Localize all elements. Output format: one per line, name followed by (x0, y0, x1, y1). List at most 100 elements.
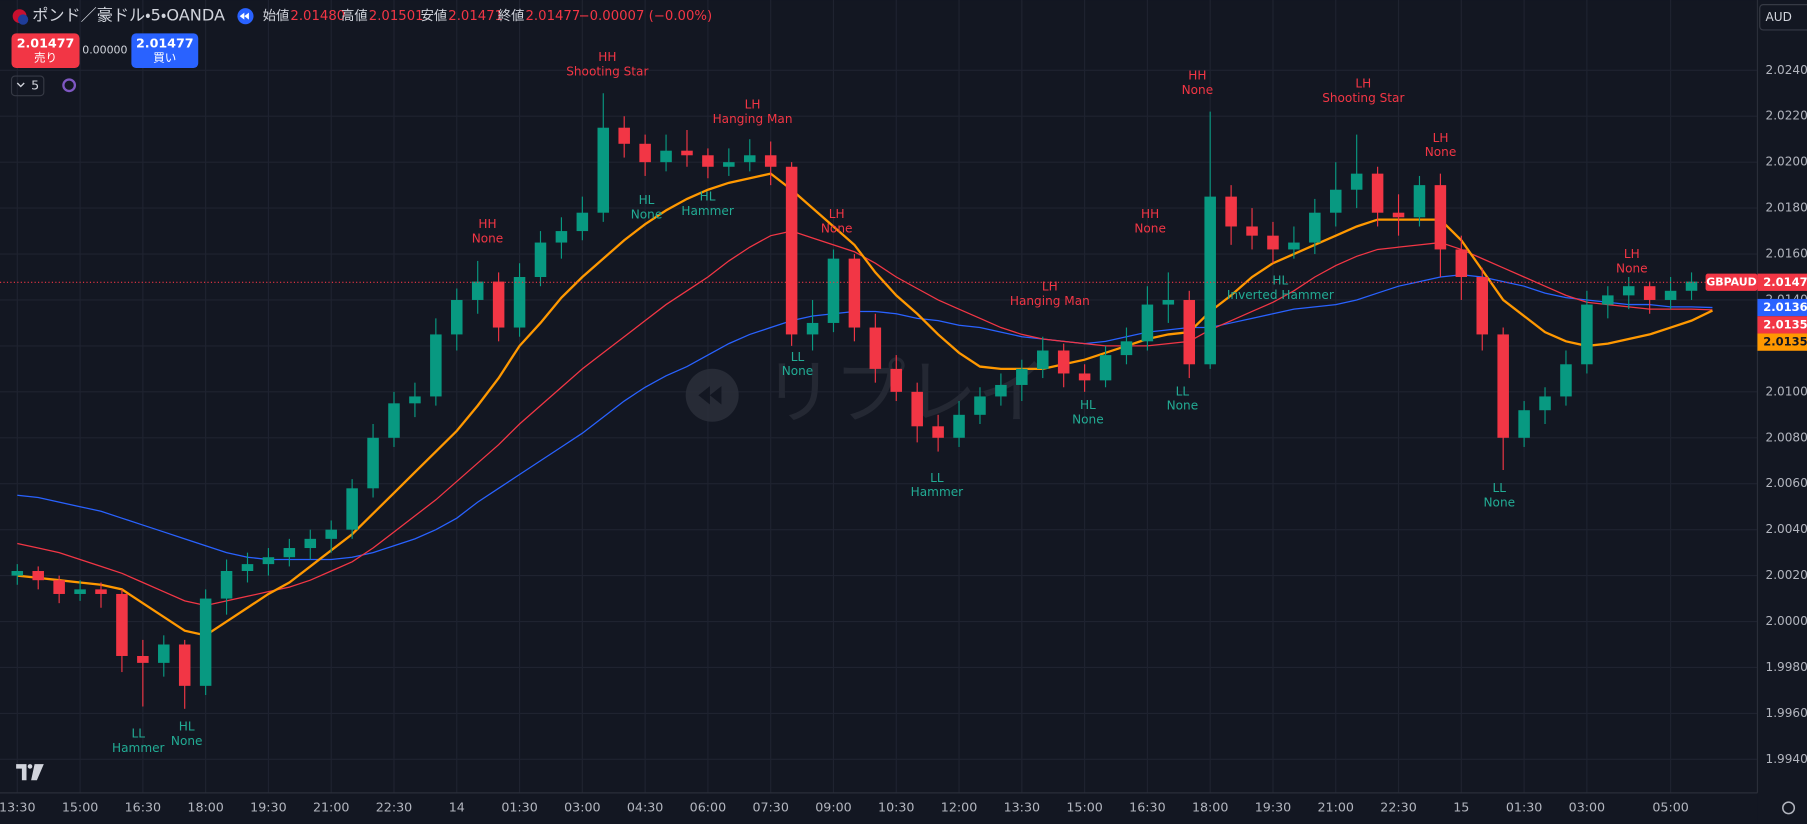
candle-body (1183, 299, 1196, 365)
sell-label[interactable]: 売り (34, 51, 57, 65)
ohlc-label: 高値 (341, 7, 368, 24)
interval-value[interactable]: 5 (31, 77, 39, 92)
candle-body (158, 644, 170, 663)
candle-body (1434, 185, 1447, 250)
candle-body (1016, 368, 1028, 385)
y-tick-label: 1.99400 (1766, 752, 1807, 766)
buy-button-bg[interactable] (131, 33, 199, 69)
candle-body (388, 403, 400, 438)
x-tick-label: 09:00 (815, 799, 851, 814)
pattern-label: Inverted Hammer (1227, 288, 1334, 302)
x-tick-label: 18:00 (187, 799, 223, 814)
buy-button[interactable]: 2.01477 買い (131, 33, 199, 69)
x-tick-label: 22:30 (376, 799, 412, 814)
pattern-label: None (1425, 145, 1457, 159)
candle-body (869, 327, 882, 369)
buy-label[interactable]: 買い (153, 51, 176, 65)
symbol-label: GBPAUD (1706, 275, 1756, 288)
plot-area (0, 93, 1758, 709)
y-tick-label: 1.99600 (1766, 706, 1807, 720)
candle-body (534, 242, 547, 278)
candle-body (911, 391, 923, 427)
candle-body (1497, 334, 1509, 438)
x-tick-label: 22:30 (1380, 799, 1416, 814)
candle-body (1413, 185, 1426, 218)
chevron-icon[interactable] (16, 82, 25, 88)
sell-button-bg[interactable] (11, 33, 80, 69)
candle-body (178, 644, 191, 686)
swing-label: LL (132, 727, 146, 741)
candle-body (785, 166, 798, 335)
candle-body (1560, 364, 1572, 397)
x-tick-label: 13:30 (1004, 799, 1040, 814)
y-tick-label: 2.00400 (1766, 522, 1807, 536)
time-axis (0, 792, 1758, 824)
pattern-label: None (1167, 399, 1199, 413)
candle-body (430, 334, 442, 397)
swing-label: LH (829, 207, 845, 221)
interval-box[interactable] (10, 75, 45, 97)
interval-control[interactable]: 5 (10, 75, 45, 97)
ohlc-label: 安値 (421, 8, 448, 24)
x-tick-label: 07:30 (752, 799, 788, 814)
candle-body (1518, 410, 1530, 438)
sell-button[interactable]: 2.01477 売り (11, 33, 80, 69)
candle-body (953, 414, 965, 438)
currency[interactable]: AUD (1766, 10, 1792, 24)
currency-selector[interactable]: AUD (1759, 4, 1807, 31)
candle-body (1078, 373, 1091, 381)
swing-label: LH (1624, 247, 1640, 261)
x-tick-label: 01:30 (501, 799, 537, 814)
candle-body (1162, 299, 1175, 305)
y-tick-label: 1.99800 (1766, 660, 1807, 674)
x-tick-label: 01:30 (1506, 799, 1542, 814)
candle-body (513, 277, 526, 328)
candle-body (1455, 249, 1468, 278)
swing-label: HL (1080, 398, 1096, 412)
line-value-badge (1757, 298, 1807, 317)
candle-body (116, 593, 128, 656)
y-tick-label: 2.00200 (1766, 568, 1807, 582)
candle-body (597, 127, 610, 213)
candle-body (199, 598, 212, 686)
pattern-label: None (472, 232, 504, 246)
candle-body (95, 589, 107, 594)
sync-icon[interactable] (62, 78, 77, 93)
ohlc-value: 2.01477 (526, 9, 581, 24)
candle-body (53, 580, 65, 594)
swing-label: HH (598, 50, 616, 64)
line-value-label: 2.01367 (1763, 300, 1807, 314)
candle-body (241, 564, 254, 572)
ohlc-label: 始値 (263, 8, 290, 24)
y-tick-label: 2.02400 (1766, 63, 1807, 77)
buy-price[interactable]: 2.01477 (136, 35, 194, 50)
flag-icon (17, 14, 29, 25)
candle-body (974, 396, 986, 415)
x-tick-label: 04:30 (627, 799, 663, 814)
logo-mark (16, 764, 44, 781)
swing-label: LL (1493, 481, 1507, 495)
line-value-badge (1757, 333, 1807, 351)
candle-body (1057, 350, 1070, 374)
candle-body (1036, 350, 1049, 369)
x-tick-label: 19:30 (250, 799, 286, 814)
candle-body (1622, 286, 1635, 296)
current-price-label: 2.01477 (1763, 275, 1807, 289)
x-tick-label: 03:00 (1569, 799, 1605, 814)
candle-body (451, 299, 463, 335)
pattern-label: None (1484, 496, 1516, 510)
candle-body (576, 212, 589, 232)
candle-body (1225, 196, 1237, 227)
settings-icon[interactable] (1782, 801, 1796, 815)
candle-body (32, 571, 44, 581)
candle-body (764, 155, 777, 167)
watermark-icon-arrows (698, 386, 722, 405)
y-tick-label: 2.01800 (1766, 201, 1807, 215)
currency-box[interactable] (1759, 4, 1807, 31)
x-tick-label: 13:30 (0, 799, 36, 814)
sell-price[interactable]: 2.01477 (17, 35, 75, 50)
pattern-label: None (1072, 413, 1104, 427)
